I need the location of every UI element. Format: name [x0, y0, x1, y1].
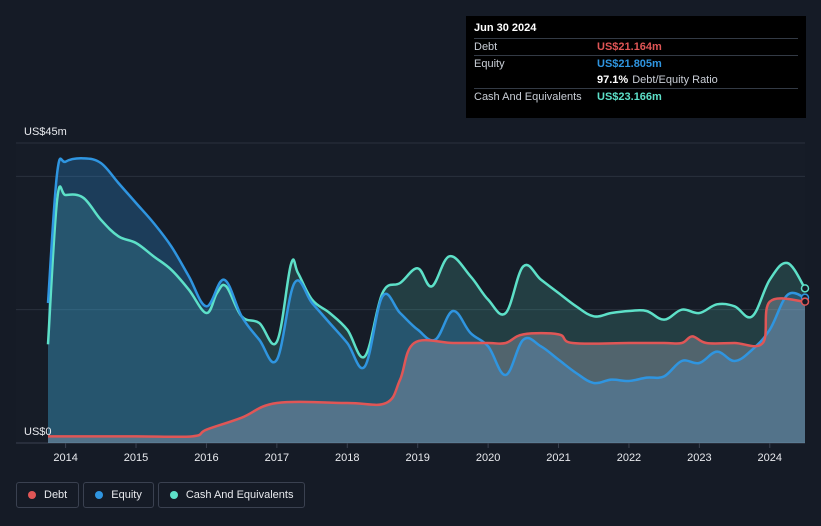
x-axis: 2014 2015 2016 2017 2018 2019 2020 2021 2022 2023… [53, 452, 782, 464]
y-axis-max-label: US$45m [24, 126, 67, 138]
chart-legend: Debt Equity Cash And Equivalents [16, 482, 306, 508]
area-equity [48, 158, 805, 443]
x-tick-label: 2024 [758, 452, 782, 464]
line-equity [46, 157, 806, 385]
legend-item-equity[interactable]: Equity [83, 482, 154, 508]
endpoint-debt [800, 297, 810, 306]
x-tick-label: 2021 [546, 452, 570, 464]
tooltip-row-ratio: 97.1% Debt/Equity Ratio [474, 72, 798, 88]
x-tick-label: 2023 [687, 452, 711, 464]
x-tick-label: 2014 [53, 452, 77, 464]
tooltip-row-debt: Debt US$21.164m [474, 38, 798, 55]
line-debt [48, 297, 806, 439]
endpoint-cash-and-equivalents [800, 284, 810, 293]
tooltip-date: Jun 30 2024 [474, 22, 537, 34]
tooltip-row-equity: Equity US$21.805m [474, 55, 798, 72]
tooltip-value: US$21.164m [597, 41, 662, 53]
legend-item-debt[interactable]: Debt [16, 482, 80, 508]
x-tick-label: 2016 [194, 452, 218, 464]
tooltip-label: Equity [474, 58, 505, 70]
tooltip-value: 97.1% [597, 74, 629, 86]
plot-area [16, 143, 805, 443]
legend-label: Debt [44, 489, 68, 501]
tooltip-label: Debt [474, 41, 498, 53]
area-debt [48, 298, 805, 443]
tooltip-label: Cash And Equivalents [474, 91, 582, 103]
legend-label: Equity [111, 489, 142, 501]
legend-dot [169, 491, 178, 499]
x-tick-label: 2019 [405, 452, 429, 464]
y-axis-min-label: US$0 [24, 426, 52, 438]
x-tick-label: 2020 [476, 452, 500, 464]
x-tick-label: 2018 [335, 452, 359, 464]
chart-grid [16, 142, 805, 448]
chart-series [46, 157, 810, 443]
legend-dot [95, 491, 104, 499]
tooltip-extra: Debt/Equity Ratio [632, 74, 718, 86]
legend-item-cash[interactable]: Cash And Equivalents [157, 482, 306, 508]
line-cash-and-equivalents [46, 185, 807, 359]
legend-dot [28, 491, 36, 499]
tooltip-panel: Jun 30 2024 Debt US$21.164m Equity US$21… [466, 16, 806, 118]
tooltip-value: US$23.166m [597, 91, 662, 103]
tooltip-value: US$21.805m [597, 58, 662, 70]
legend-label: Cash And Equivalents [185, 489, 294, 501]
x-tick-label: 2017 [265, 452, 289, 464]
tooltip-row-cash: Cash And Equivalents US$23.166m [474, 88, 798, 105]
x-tick-label: 2015 [124, 452, 148, 464]
x-tick-label: 2022 [617, 452, 641, 464]
